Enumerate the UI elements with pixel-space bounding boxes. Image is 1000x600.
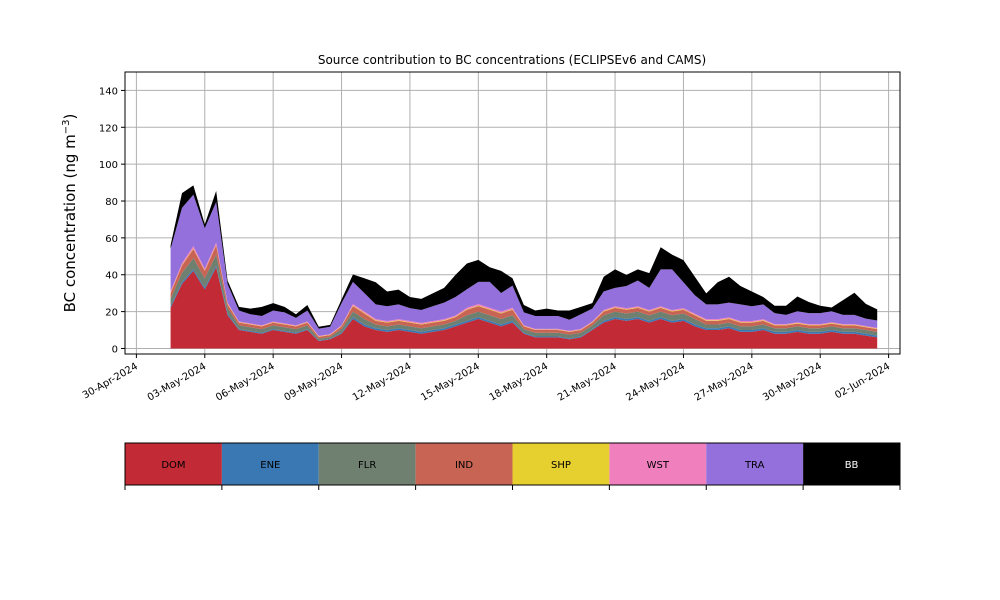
series-area-bb xyxy=(170,185,878,329)
legend-label-bb: BB xyxy=(845,460,859,471)
x-tick-label: 18-May-2024 xyxy=(488,361,551,403)
x-tick-label: 12-May-2024 xyxy=(351,361,414,403)
series-area-dom xyxy=(170,267,878,349)
legend-swatch-wst xyxy=(609,443,707,485)
x-tick-label: 30-May-2024 xyxy=(761,361,824,403)
y-tick-label: 120 xyxy=(99,123,118,134)
x-tick-label: 15-May-2024 xyxy=(419,361,482,403)
legend-colorbar: DOM ENE FLR IND SHP WST TRA BB xyxy=(124,442,901,490)
x-tick-label: 27-May-2024 xyxy=(693,361,756,403)
series-area-tra xyxy=(170,194,878,336)
y-tick-label: 20 xyxy=(105,308,118,319)
x-tick-label: 06-May-2024 xyxy=(214,361,277,403)
x-tick-label: 02-Jun-2024 xyxy=(833,361,892,401)
legend-label-dom: DOM xyxy=(161,460,185,471)
x-tick-label: 03-May-2024 xyxy=(146,361,209,403)
legend-label-ene: ENE xyxy=(260,460,280,471)
legend-label-shp: SHP xyxy=(551,460,571,471)
y-tick-label: 140 xyxy=(99,86,118,97)
legend-label-tra: TRA xyxy=(744,460,765,471)
chart-title: Source contribution to BC concentrations… xyxy=(318,53,706,67)
legend-label-wst: WST xyxy=(647,460,670,471)
legend-swatch-tra xyxy=(706,443,804,485)
y-tick-label: 40 xyxy=(105,271,118,282)
legend-swatch-bb xyxy=(803,443,900,485)
y-tick-label: 80 xyxy=(105,197,118,208)
y-axis-label: BC concentration (ng m−3) xyxy=(61,114,79,313)
x-tick-label: 21-May-2024 xyxy=(556,361,619,403)
legend-swatch-ene xyxy=(221,443,319,485)
x-axis: 30-Apr-2024 03-May-2024 06-May-2024 09-May-… xyxy=(81,354,892,404)
x-tick-label: 09-May-2024 xyxy=(282,361,345,403)
legend-swatch-ind xyxy=(415,443,513,485)
x-tick-label: 24-May-2024 xyxy=(624,361,687,403)
legend-label-flr: FLR xyxy=(358,460,376,471)
stacked-areas xyxy=(170,185,878,349)
x-tick-label: 30-Apr-2024 xyxy=(81,361,140,401)
plot-frame xyxy=(124,71,901,355)
legend-swatch-shp xyxy=(512,443,610,485)
y-axis: 0 20 40 60 80 100 120 140 xyxy=(99,86,125,355)
legend-label-ind: IND xyxy=(455,460,473,471)
legend-swatch-dom xyxy=(125,443,222,485)
legend-swatch-flr xyxy=(318,443,416,485)
y-tick-label: 60 xyxy=(105,234,118,245)
y-tick-label: 0 xyxy=(112,344,118,355)
y-tick-label: 100 xyxy=(99,160,118,171)
